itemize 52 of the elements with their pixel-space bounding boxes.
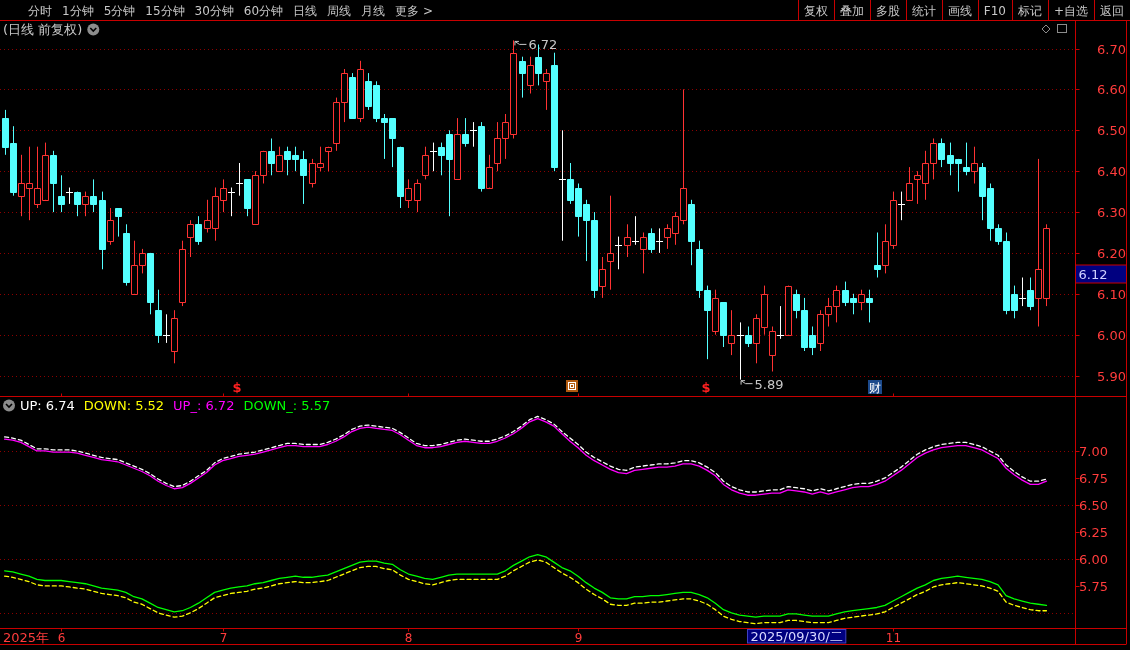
y-tick-label: 6.25 xyxy=(1079,525,1108,540)
x-axis-title: 2025年 xyxy=(3,629,50,645)
y-tick-label: 5.90 xyxy=(1097,369,1126,384)
text: DOWN: 5.52 xyxy=(83,398,165,413)
y-tick-label: 6.20 xyxy=(1097,246,1126,261)
x-tick-label: 8 xyxy=(404,631,413,645)
text: 30分钟 xyxy=(194,4,234,18)
text: 6.12 xyxy=(1078,267,1108,282)
text: 日线 xyxy=(293,4,318,18)
text: 画线 xyxy=(947,4,972,18)
y-tick-label: 6.50 xyxy=(1097,123,1126,138)
text: 更多 > xyxy=(395,4,433,18)
text: DOWN_: 5.57 xyxy=(243,398,331,413)
text: 月线 xyxy=(361,4,386,18)
text: 返回 xyxy=(1100,4,1124,18)
y-tick-label: 6.75 xyxy=(1079,471,1108,486)
text: 2025/09/30/二 xyxy=(750,629,843,644)
text: 标记 xyxy=(1016,4,1042,18)
annotation: 6.72 xyxy=(528,37,558,53)
annotation: $ xyxy=(232,380,242,395)
y-tick-label: 6.00 xyxy=(1079,552,1108,567)
y-tick-label: 6.40 xyxy=(1097,164,1126,179)
text: 5分钟 xyxy=(103,4,136,18)
annotation: 5.89 xyxy=(754,376,784,392)
annotation: 财 xyxy=(869,381,881,395)
chart-title: (日线 前复权) xyxy=(3,22,83,37)
text: 分时 xyxy=(28,4,52,18)
x-tick-label: 9 xyxy=(574,631,583,645)
text: 60分钟 xyxy=(243,4,284,18)
text: UP: 6.74 xyxy=(20,398,75,413)
y-tick-label: 6.10 xyxy=(1097,287,1126,302)
text: +自选 xyxy=(1053,4,1088,18)
y-tick-label: 6.50 xyxy=(1079,498,1108,513)
text: 统计 xyxy=(911,4,936,18)
y-tick-label: 6.60 xyxy=(1097,82,1126,97)
y-tick-label: 6.30 xyxy=(1097,205,1126,220)
y-tick-label: 5.75 xyxy=(1079,579,1108,594)
annotation: $ xyxy=(701,380,711,395)
text: 15分钟 xyxy=(145,4,185,18)
text: 周线 xyxy=(327,4,352,18)
text: 叠加 xyxy=(839,4,864,18)
text: 1分钟 xyxy=(62,4,94,18)
text: 复权 xyxy=(803,4,828,18)
y-tick-label: 6.00 xyxy=(1097,328,1126,343)
text: F10 xyxy=(983,4,1006,18)
x-tick-label: 6 xyxy=(57,631,66,645)
text: UP_: 6.72 xyxy=(173,398,235,413)
text: 多股 xyxy=(875,4,900,18)
x-tick-label: 11 xyxy=(885,631,902,645)
y-tick-label: 7.00 xyxy=(1079,444,1108,459)
x-tick-label: 7 xyxy=(219,631,228,645)
y-tick-label: 6.70 xyxy=(1097,42,1126,57)
